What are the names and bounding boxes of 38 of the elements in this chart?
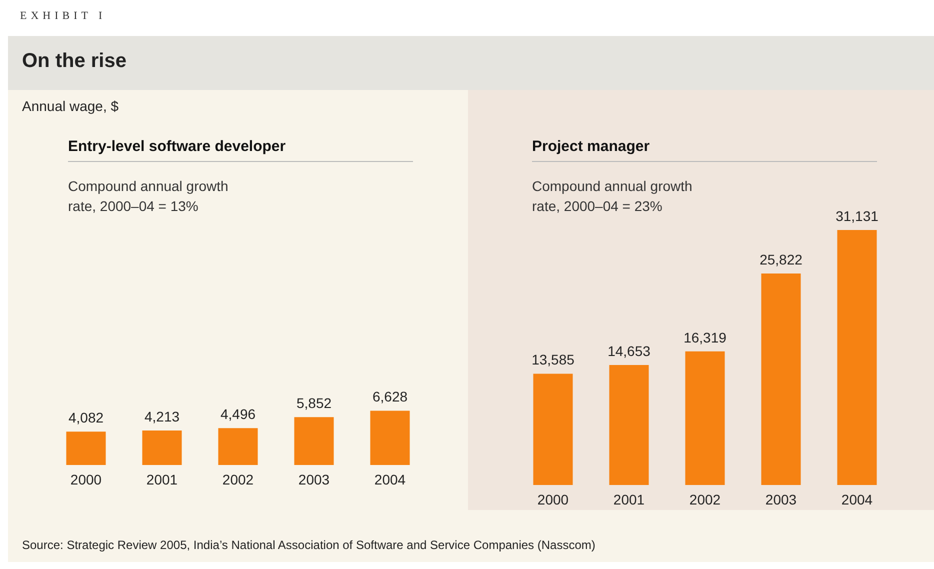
data-label: 31,131 [836,208,879,224]
chart-title: Project manager [532,138,877,162]
data-label: 5,852 [296,395,332,412]
text: On the rise [22,50,126,73]
x-tick-label: 2003 [298,472,330,488]
chart-subtitle: Compound annual growth rate, 2000–04 = 13% [68,177,230,216]
bar [294,417,334,465]
text: Annual wage, $ [22,98,119,114]
source-note: Source: Strategic Review 2005, India’s National Association of Software and Service Companies (Nasscom) [22,538,596,552]
data-label: 6,628 [372,388,408,405]
x-tick-label: 2004 [374,472,406,488]
bar [533,374,573,485]
data-label: 4,213 [144,408,180,424]
data-label: 4,082 [68,410,104,426]
bar [142,430,182,465]
x-tick-label: 2004 [841,492,873,508]
bar [761,273,801,485]
data-label: 13,585 [532,352,575,368]
data-label: 14,653 [608,342,651,359]
chart-subtitle: Compound annual growth rate, 2000–04 = 23% [532,177,694,216]
x-tick-label: 2002 [689,492,721,508]
bar [837,230,877,485]
data-label: 16,319 [684,329,727,346]
x-tick-label: 2003 [765,492,797,508]
x-tick-label: 2000 [70,472,102,488]
chart-title: Entry-level software developer [68,138,413,162]
data-label: 4,496 [220,406,256,422]
x-tick-label: 2001 [613,492,645,508]
bar [609,364,649,485]
bar [66,432,106,465]
data-label: 25,822 [760,251,803,268]
bar [685,351,725,485]
bar [218,428,258,465]
x-tick-label: 2001 [146,472,178,488]
bar [370,410,410,465]
x-tick-label: 2002 [222,472,254,488]
text: EXHIBIT I [20,10,106,22]
x-tick-label: 2000 [537,492,569,508]
